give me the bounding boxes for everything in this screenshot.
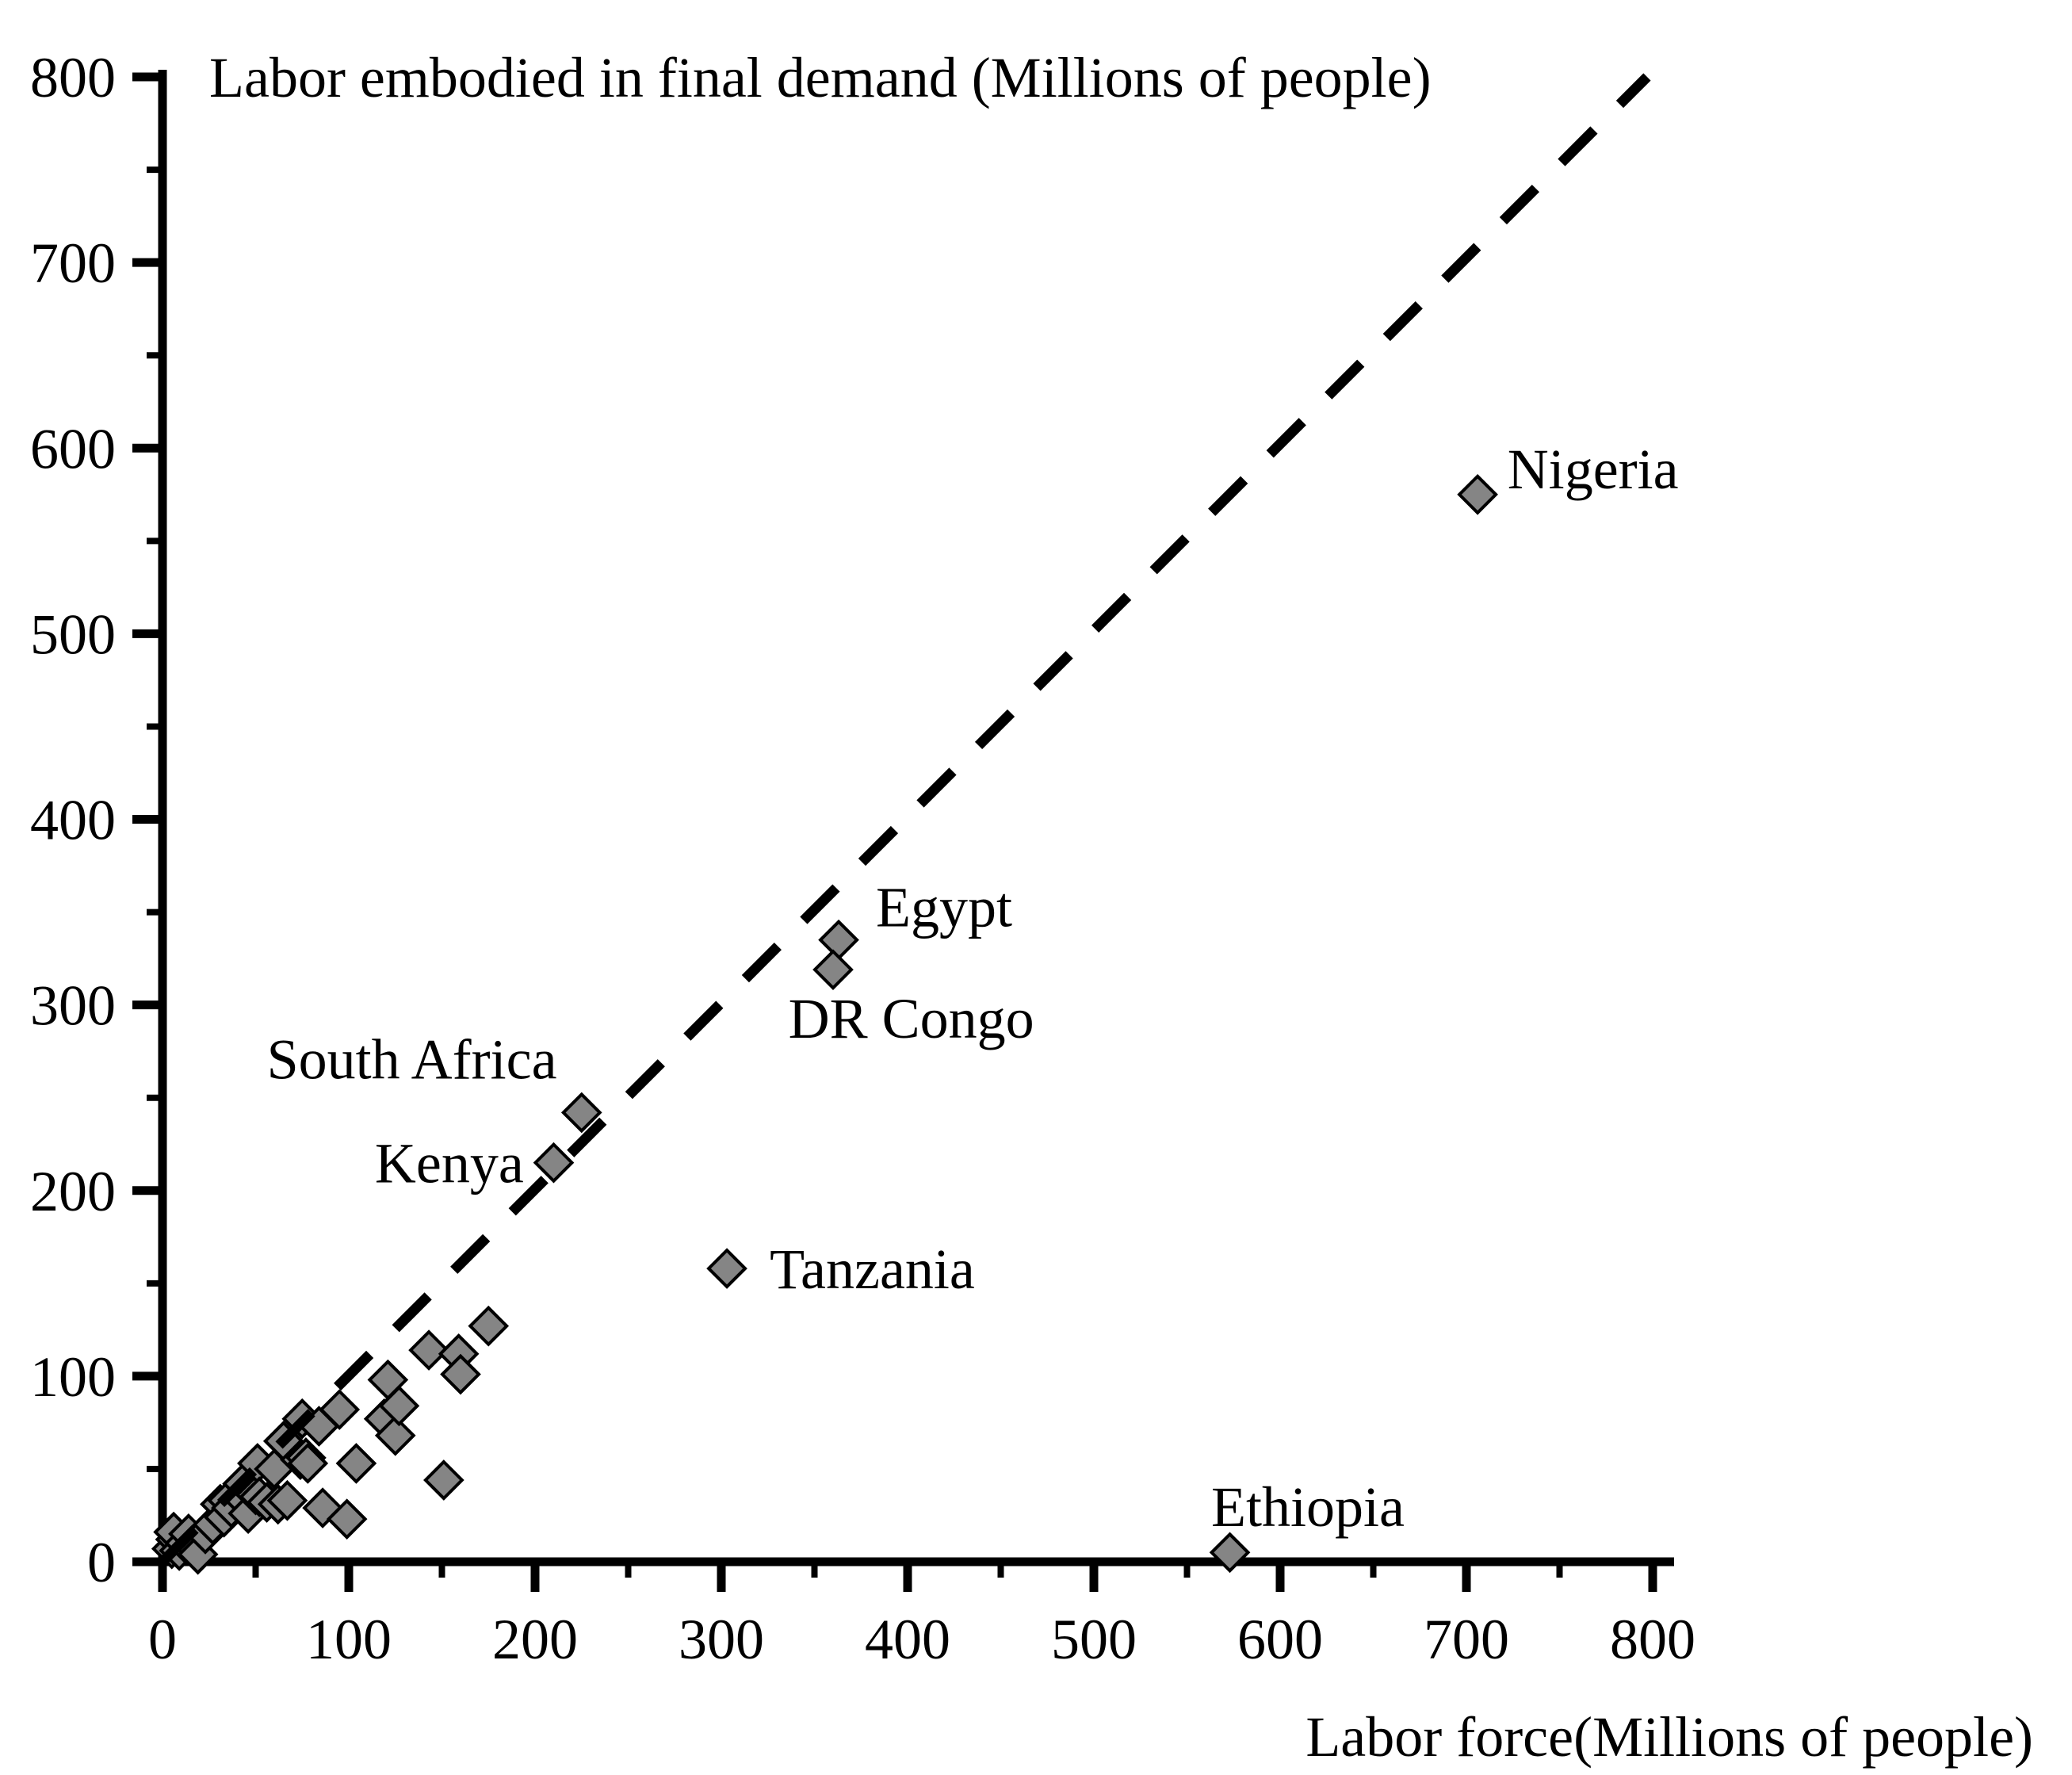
y-tick-label: 700 (30, 231, 116, 295)
x-tick-label: 300 (679, 1608, 764, 1671)
data-point (374, 1414, 416, 1456)
y-tick-label: 0 (87, 1531, 116, 1594)
x-tick-label: 100 (306, 1608, 392, 1671)
data-point (287, 1443, 329, 1484)
point-label-south-africa: South Africa (267, 1028, 557, 1092)
data-point-tanzania (706, 1248, 747, 1289)
data-point (335, 1443, 377, 1484)
labeled-points: Nigeria Egypt DR Congo South Africa Kenya Tan… (267, 438, 1679, 1574)
x-tick-label: 500 (1051, 1608, 1137, 1671)
point-label-kenya: Kenya (375, 1132, 524, 1195)
x-tick-label: 0 (148, 1608, 177, 1671)
x-tick-label: 800 (1610, 1608, 1695, 1671)
x-tick-label: 400 (865, 1608, 950, 1671)
point-label-nigeria: Nigeria (1508, 438, 1679, 501)
y-tick-label: 100 (30, 1345, 116, 1409)
axes (158, 70, 1674, 1567)
chart-title: Labor embodied in final demand (Millions… (209, 46, 1432, 109)
point-label-ethiopia: Ethiopia (1211, 1475, 1405, 1539)
data-point-nigeria (1457, 473, 1498, 515)
data-point (378, 1385, 420, 1427)
scatter-points (151, 1305, 510, 1575)
data-point (423, 1459, 464, 1501)
data-point (408, 1329, 449, 1371)
data-point (468, 1305, 510, 1347)
x-tick-label: 700 (1424, 1608, 1509, 1671)
point-label-dr-congo: DR Congo (789, 987, 1034, 1050)
y-tick-label: 800 (30, 46, 116, 109)
y-tick-label: 600 (30, 417, 116, 480)
y-tick-label: 400 (30, 789, 116, 852)
point-label-egypt: Egypt (876, 876, 1012, 939)
data-point-dr-congo (812, 949, 854, 990)
data-point-egypt (818, 919, 859, 961)
identity-line (159, 73, 1651, 1566)
data-point (326, 1498, 368, 1540)
x-axis-label: Labor force(Millions of people) (1306, 1705, 2033, 1769)
point-label-tanzania: Tanzania (770, 1238, 975, 1301)
data-point (266, 1479, 308, 1521)
data-point-ethiopia (1209, 1532, 1251, 1574)
x-tick-label: 200 (492, 1608, 578, 1671)
x-tick-label: 600 (1237, 1608, 1323, 1671)
y-tick-label: 300 (30, 974, 116, 1038)
data-point (440, 1353, 481, 1395)
data-point-kenya (533, 1142, 575, 1184)
ticks (132, 72, 1657, 1592)
y-tick-label: 500 (30, 603, 116, 666)
y-tick-label: 200 (30, 1160, 116, 1223)
data-point (319, 1389, 361, 1430)
tick-labels: 0 100 200 300 400 500 600 700 800 0 100 200 300 400 50… (30, 46, 1695, 1671)
data-point-south-africa (560, 1092, 602, 1134)
